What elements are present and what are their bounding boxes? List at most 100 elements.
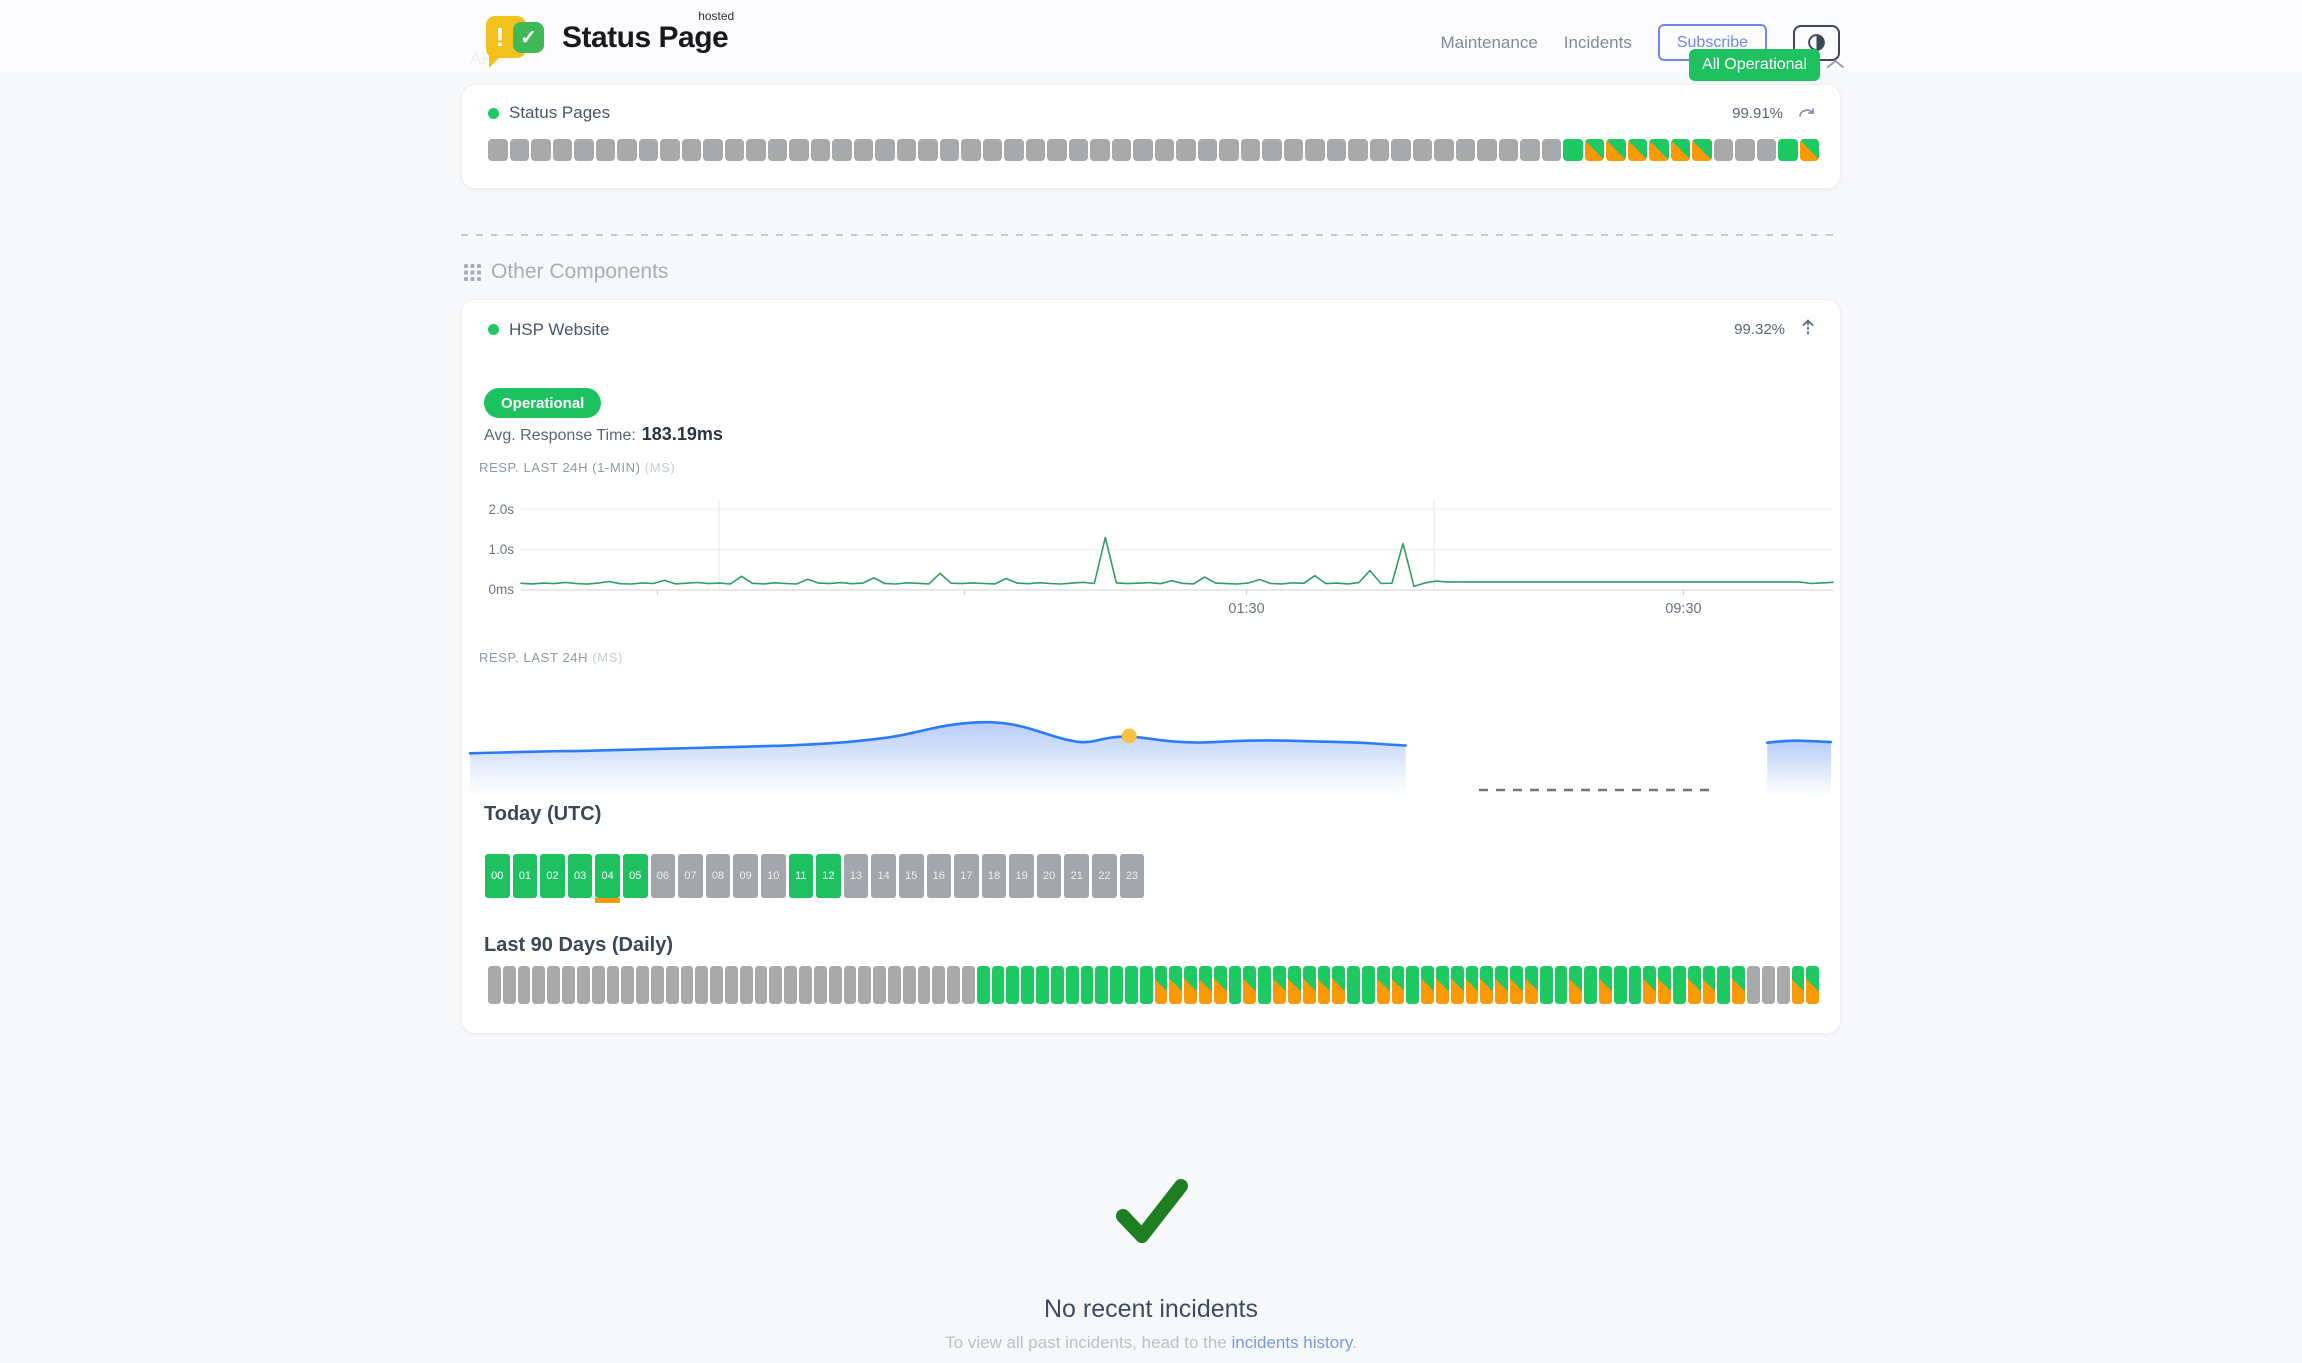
day-bar-partial xyxy=(1154,966,1168,1004)
day-bar-up xyxy=(976,966,990,1004)
uptime-bar-nodata xyxy=(1756,139,1776,161)
day-bar-partial xyxy=(1569,966,1583,1004)
hour-block-11: 11 xyxy=(788,854,814,898)
day-bar-partial xyxy=(1436,966,1449,1004)
day-bar-nodata xyxy=(591,966,605,1004)
scroll-top-arrow-icon[interactable] xyxy=(1800,318,1816,341)
last-90-days-bars xyxy=(488,966,1820,1004)
uptime-bar-nodata xyxy=(509,139,529,161)
check-square-icon: ✓ xyxy=(513,22,544,53)
svg-text:0ms: 0ms xyxy=(488,582,514,597)
hour-block-05: 05 xyxy=(622,854,648,898)
day-bar-partial xyxy=(1450,966,1464,1004)
day-bar-partial xyxy=(1495,966,1509,1004)
nav-incidents-link[interactable]: Incidents xyxy=(1563,32,1632,52)
uptime-bar-up xyxy=(1778,139,1798,161)
uptime-bar-nodata xyxy=(1541,139,1561,161)
component-row-status-pages: Status Pages 99.91% xyxy=(488,103,1816,123)
day-bar-partial xyxy=(1643,966,1657,1004)
day-bar-nodata xyxy=(606,966,620,1004)
day-bar-up xyxy=(1095,966,1109,1004)
day-bar-partial xyxy=(1687,966,1701,1004)
uptime-bar-nodata xyxy=(1713,139,1733,161)
day-bar-nodata xyxy=(799,966,812,1004)
day-bar-up xyxy=(1717,966,1731,1004)
hour-block-19: 19 xyxy=(1009,854,1034,898)
status-pages-card: Status Pages 99.91% xyxy=(461,84,1841,189)
hour-block-02: 02 xyxy=(540,854,565,898)
brand-logo[interactable]: ! ✓ Status Page hosted xyxy=(486,9,735,68)
uptime-bar-nodata xyxy=(767,139,787,161)
day-bar-nodata xyxy=(754,966,768,1004)
uptime-bar-nodata xyxy=(1348,139,1368,161)
day-bar-nodata xyxy=(843,966,857,1004)
overall-status-badge[interactable]: All Operational xyxy=(1689,49,1820,81)
chevron-up-icon[interactable] xyxy=(1826,56,1845,74)
hour-block-18: 18 xyxy=(981,854,1007,898)
uptime-bar-nodata xyxy=(875,139,895,161)
uptime-bar-up xyxy=(1563,139,1583,161)
day-bar-nodata xyxy=(902,966,916,1004)
day-bar-nodata xyxy=(488,966,501,1004)
svg-text:09:30: 09:30 xyxy=(1665,601,1701,617)
svg-text:1.0s: 1.0s xyxy=(488,542,514,557)
day-bar-up xyxy=(1673,966,1686,1004)
day-bar-up xyxy=(991,966,1005,1004)
refresh-icon[interactable] xyxy=(1798,104,1816,123)
today-hour-blocks: 00 01 02 03 04 05 06 07 08 09 10 11 12 13 14 15 16 17 18 19… xyxy=(485,854,1145,903)
nav-maintenance-link[interactable]: Maintenance xyxy=(1440,32,1538,52)
big-check-icon xyxy=(1107,1168,1195,1265)
uptime-bar-partial xyxy=(1584,139,1604,161)
day-bar-nodata xyxy=(769,966,783,1004)
day-bar-up xyxy=(1065,966,1079,1004)
day-bar-up xyxy=(1258,966,1272,1004)
day-bar-partial xyxy=(1465,966,1479,1004)
day-bar-up xyxy=(1539,966,1553,1004)
hour-block-22: 22 xyxy=(1092,854,1117,898)
uptime-bar-nodata xyxy=(939,139,959,161)
incident-strip xyxy=(595,898,620,903)
day-bar-partial xyxy=(1806,966,1820,1004)
hour-block-00: 00 xyxy=(485,854,510,898)
uptime-bar-nodata xyxy=(832,139,852,161)
uptime-bar-nodata xyxy=(853,139,873,161)
uptime-bar-nodata xyxy=(1240,139,1260,161)
uptime-bar-nodata xyxy=(1090,139,1110,161)
day-bar-partial xyxy=(1702,966,1716,1004)
day-bar-nodata xyxy=(532,966,546,1004)
day-bar-nodata xyxy=(665,966,679,1004)
uptime-bar-nodata xyxy=(574,139,594,161)
uptime-bar-nodata xyxy=(617,139,637,161)
day-bar-nodata xyxy=(1761,966,1775,1004)
uptime-bar-nodata xyxy=(1369,139,1389,161)
last-90-days-heading: Last 90 Days (Daily) xyxy=(484,934,673,956)
day-bar-nodata xyxy=(636,966,649,1004)
day-bar-nodata xyxy=(813,966,827,1004)
day-bar-partial xyxy=(1598,966,1612,1004)
day-bar-partial xyxy=(1732,966,1746,1004)
uptime-bar-nodata xyxy=(1197,139,1217,161)
day-bar-up xyxy=(1406,966,1420,1004)
uptime-bar-partial xyxy=(1670,139,1690,161)
grid-icon xyxy=(464,263,481,281)
uptime-bar-partial xyxy=(1692,139,1712,161)
hour-block-08: 08 xyxy=(705,854,731,898)
incidents-history-link[interactable]: incidents history xyxy=(1231,1333,1353,1352)
day-bar-nodata xyxy=(621,966,635,1004)
day-bar-up xyxy=(1124,966,1138,1004)
uptime-bar-partial xyxy=(1606,139,1626,161)
hour-block-20: 20 xyxy=(1036,854,1062,898)
uptime-bar-nodata xyxy=(638,139,658,161)
other-components-title: Other Components xyxy=(491,260,669,283)
uptime-bar-nodata xyxy=(681,139,701,161)
day-bar-partial xyxy=(1287,966,1301,1004)
avg-response-time: Avg. Response Time: 183.19ms xyxy=(484,424,723,444)
day-bar-nodata xyxy=(576,966,590,1004)
day-bar-partial xyxy=(1376,966,1390,1004)
day-bar-nodata xyxy=(1776,966,1790,1004)
day-bar-nodata xyxy=(650,966,664,1004)
uptime-bar-nodata xyxy=(1262,139,1282,161)
brand-name: Status Page hosted xyxy=(562,9,735,54)
hour-block-17: 17 xyxy=(954,854,979,898)
brand-logo-icon: ! ✓ xyxy=(486,11,548,68)
